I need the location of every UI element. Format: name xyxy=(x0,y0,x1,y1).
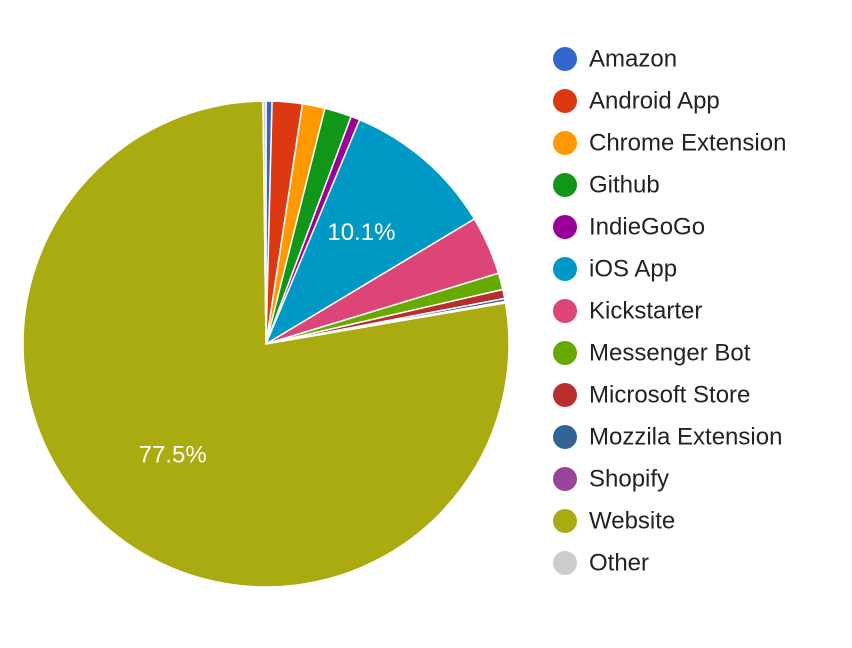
legend-label-android-app: Android App xyxy=(589,88,720,115)
legend-swatch-mozzila-extension xyxy=(553,425,577,449)
legend-swatch-android-app xyxy=(553,89,577,113)
legend-swatch-website xyxy=(553,509,577,533)
pie-slice-label-ios-app: 10.1% xyxy=(327,219,395,246)
legend-swatch-other xyxy=(553,551,577,575)
legend-swatch-kickstarter xyxy=(553,299,577,323)
legend-item-kickstarter: Kickstarter xyxy=(553,298,702,325)
legend-label-ios-app: iOS App xyxy=(589,256,677,283)
legend-item-chrome-extension: Chrome Extension xyxy=(553,130,786,157)
legend-label-shopify: Shopify xyxy=(589,466,669,493)
legend-swatch-shopify xyxy=(553,467,577,491)
legend-swatch-messenger-bot xyxy=(553,341,577,365)
legend-item-mozzila-extension: Mozzila Extension xyxy=(553,424,782,451)
legend-item-website: Website xyxy=(553,508,675,535)
legend-swatch-microsoft-store xyxy=(553,383,577,407)
legend-label-other: Other xyxy=(589,550,649,577)
legend-item-shopify: Shopify xyxy=(553,466,669,493)
legend-label-mozzila-extension: Mozzila Extension xyxy=(589,424,782,451)
legend-item-ios-app: iOS App xyxy=(553,256,677,283)
legend-item-github: Github xyxy=(553,172,660,199)
legend-swatch-amazon xyxy=(553,47,577,71)
pie-slice-label-website: 77.5% xyxy=(139,441,207,468)
legend-label-kickstarter: Kickstarter xyxy=(589,298,702,325)
pie-slice-website xyxy=(22,100,510,588)
legend-label-microsoft-store: Microsoft Store xyxy=(589,382,750,409)
legend-item-microsoft-store: Microsoft Store xyxy=(553,382,750,409)
legend-label-amazon: Amazon xyxy=(589,46,677,73)
legend-swatch-indiegogo xyxy=(553,215,577,239)
legend-swatch-github xyxy=(553,173,577,197)
legend: Amazon Android App Chrome Extension Github I… xyxy=(553,46,786,577)
legend-label-indiegogo: IndieGoGo xyxy=(589,214,705,241)
legend-item-messenger-bot: Messenger Bot xyxy=(553,340,751,367)
legend-item-amazon: Amazon xyxy=(553,46,677,73)
legend-label-messenger-bot: Messenger Bot xyxy=(589,340,751,367)
legend-label-website: Website xyxy=(589,508,675,535)
legend-swatch-chrome-extension xyxy=(553,131,577,155)
legend-label-github: Github xyxy=(589,172,660,199)
pie-slice-other xyxy=(262,100,267,345)
legend-item-indiegogo: IndieGoGo xyxy=(553,214,705,241)
pie-slices xyxy=(22,100,510,588)
legend-swatch-ios-app xyxy=(553,257,577,281)
pie-slice-ios-app xyxy=(264,118,476,346)
legend-item-android-app: Android App xyxy=(553,88,720,115)
legend-label-chrome-extension: Chrome Extension xyxy=(589,130,786,157)
pie-slice-labels: 10.1% 77.5% xyxy=(139,219,396,468)
legend-item-other: Other xyxy=(553,550,649,577)
